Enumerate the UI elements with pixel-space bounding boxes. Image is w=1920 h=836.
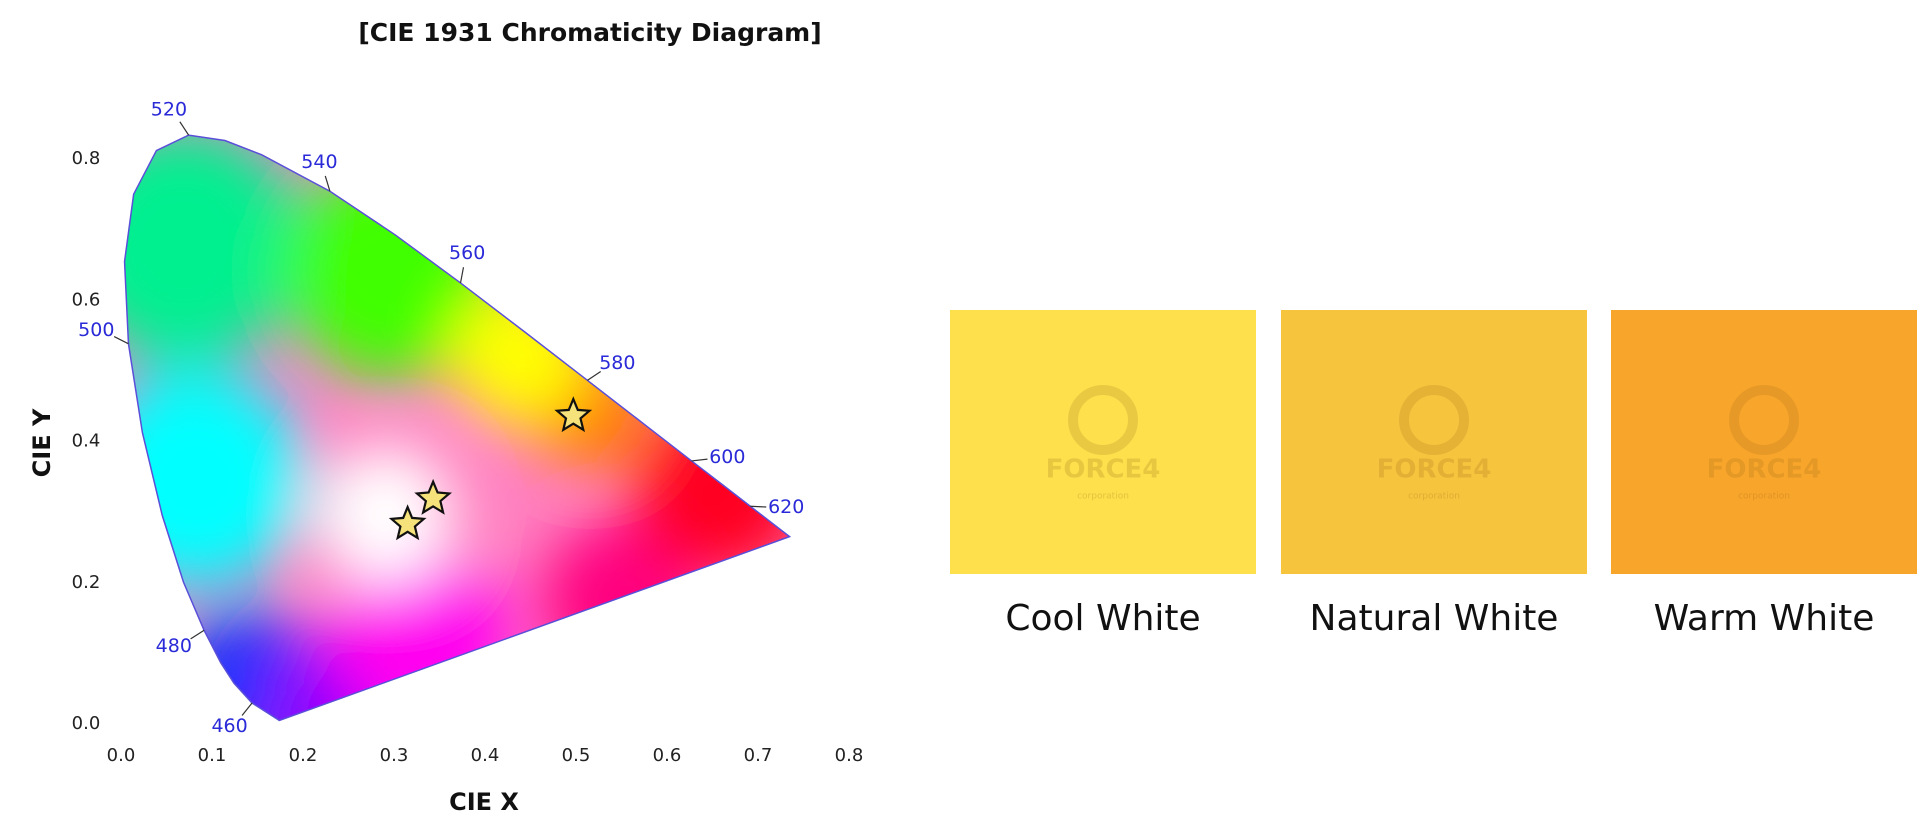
y-tick-label: 0.8 (72, 148, 101, 169)
wavelength-tick (324, 175, 331, 192)
chart-title: [CIE 1931 Chromaticity Diagram] (358, 18, 821, 47)
x-tick-label: 0.4 (471, 745, 500, 766)
wavelength-tick (459, 267, 465, 284)
x-tick-label: 0.3 (380, 745, 409, 766)
marker-star (414, 478, 453, 515)
wavelength-tick (241, 702, 253, 716)
x-tick-label: 0.5 (562, 745, 591, 766)
photo: FORCE4 corporation Warm White (1611, 310, 1917, 639)
wavelength-label: 600 (709, 446, 745, 468)
logo-subtext: corporation (1077, 492, 1129, 502)
photo-swatch (1611, 310, 1917, 574)
logo-subtext: corporation (1738, 492, 1790, 502)
photo-label: Warm White (1654, 598, 1875, 639)
marker-star (388, 504, 427, 541)
y-tick-label: 0.6 (72, 289, 101, 310)
wavelength-label: 500 (78, 319, 114, 341)
wavelength-tick (750, 505, 767, 508)
logo-text: FORCE4 (1377, 455, 1492, 485)
wavelength-label: 560 (449, 242, 485, 264)
x-tick-label: 0.6 (653, 745, 682, 766)
wavelength-tick (113, 336, 129, 345)
wavelength-tick (691, 458, 708, 462)
wavelength-label: 520 (151, 99, 187, 121)
marker-star (554, 396, 593, 433)
x-tick-label: 0.8 (835, 745, 864, 766)
gamut-fill (124, 135, 790, 721)
logo-text: FORCE4 (1707, 455, 1822, 485)
wavelength-tick (190, 629, 205, 640)
logo-text: FORCE4 (1046, 455, 1161, 485)
x-tick-label: 0.0 (107, 745, 136, 766)
wavelength-label: 540 (301, 151, 337, 173)
photo-label: Natural White (1310, 598, 1559, 639)
photo-label: Cool White (1005, 598, 1200, 639)
x-axis-label: CIE X (449, 788, 519, 816)
wavelength-label: 580 (599, 352, 635, 374)
wavelength-tick (587, 370, 602, 381)
x-tick-label: 0.7 (744, 745, 773, 766)
photo-swatch (1281, 310, 1587, 574)
logo-ring (1068, 385, 1138, 455)
logo-ring (1399, 385, 1469, 455)
x-tick-label: 0.2 (289, 745, 318, 766)
logo-ring (1729, 385, 1799, 455)
wavelength-label: 620 (768, 496, 804, 518)
logo-subtext: corporation (1408, 492, 1460, 502)
y-axis-label: CIE Y (28, 408, 56, 477)
y-tick-label: 0.2 (72, 572, 101, 593)
x-tick-label: 0.1 (198, 745, 227, 766)
y-tick-label: 0.4 (72, 431, 101, 452)
wavelength-label: 480 (156, 635, 192, 657)
wavelength-label: 460 (211, 715, 247, 737)
photo: FORCE4 corporation Cool White (950, 310, 1256, 639)
wavelength-tick (179, 121, 190, 136)
photo: FORCE4 corporation Natural White (1281, 310, 1587, 639)
y-tick-label: 0.0 (72, 713, 101, 734)
photo-swatch (950, 310, 1256, 574)
spectral-locus (123, 134, 792, 722)
